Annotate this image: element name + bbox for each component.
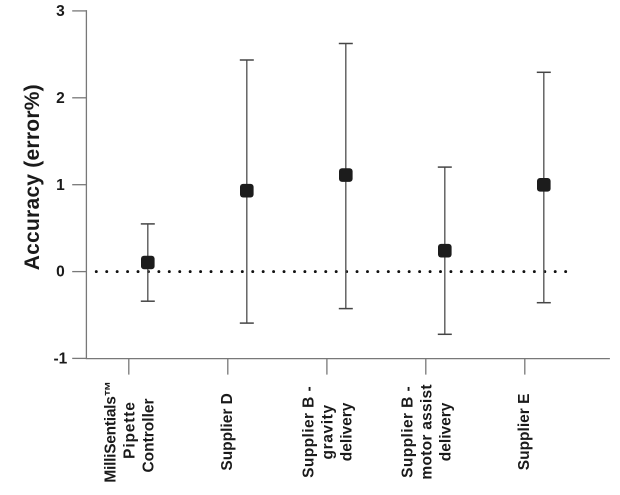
svg-text:Pipette: Pipette xyxy=(121,401,138,459)
svg-text:Controller: Controller xyxy=(140,398,157,472)
svg-text:Supplier B -: Supplier B - xyxy=(399,386,416,478)
svg-text:1: 1 xyxy=(56,177,65,194)
svg-text:0: 0 xyxy=(56,264,65,281)
svg-text:Supplier B -: Supplier B - xyxy=(300,386,317,478)
svg-text:delivery: delivery xyxy=(437,402,454,461)
svg-text:MilliSentials™: MilliSentials™ xyxy=(102,381,119,482)
svg-text:3: 3 xyxy=(56,3,65,20)
svg-text:delivery: delivery xyxy=(338,402,355,461)
svg-text:gravity: gravity xyxy=(319,404,336,459)
svg-text:2: 2 xyxy=(56,90,65,107)
svg-text:Accuracy (error%): Accuracy (error%) xyxy=(21,84,44,270)
svg-text:Supplier E: Supplier E xyxy=(516,394,533,471)
svg-text:Supplier D: Supplier D xyxy=(219,393,236,471)
svg-text:motor assist: motor assist xyxy=(418,384,435,479)
svg-text:-1: -1 xyxy=(54,351,68,368)
